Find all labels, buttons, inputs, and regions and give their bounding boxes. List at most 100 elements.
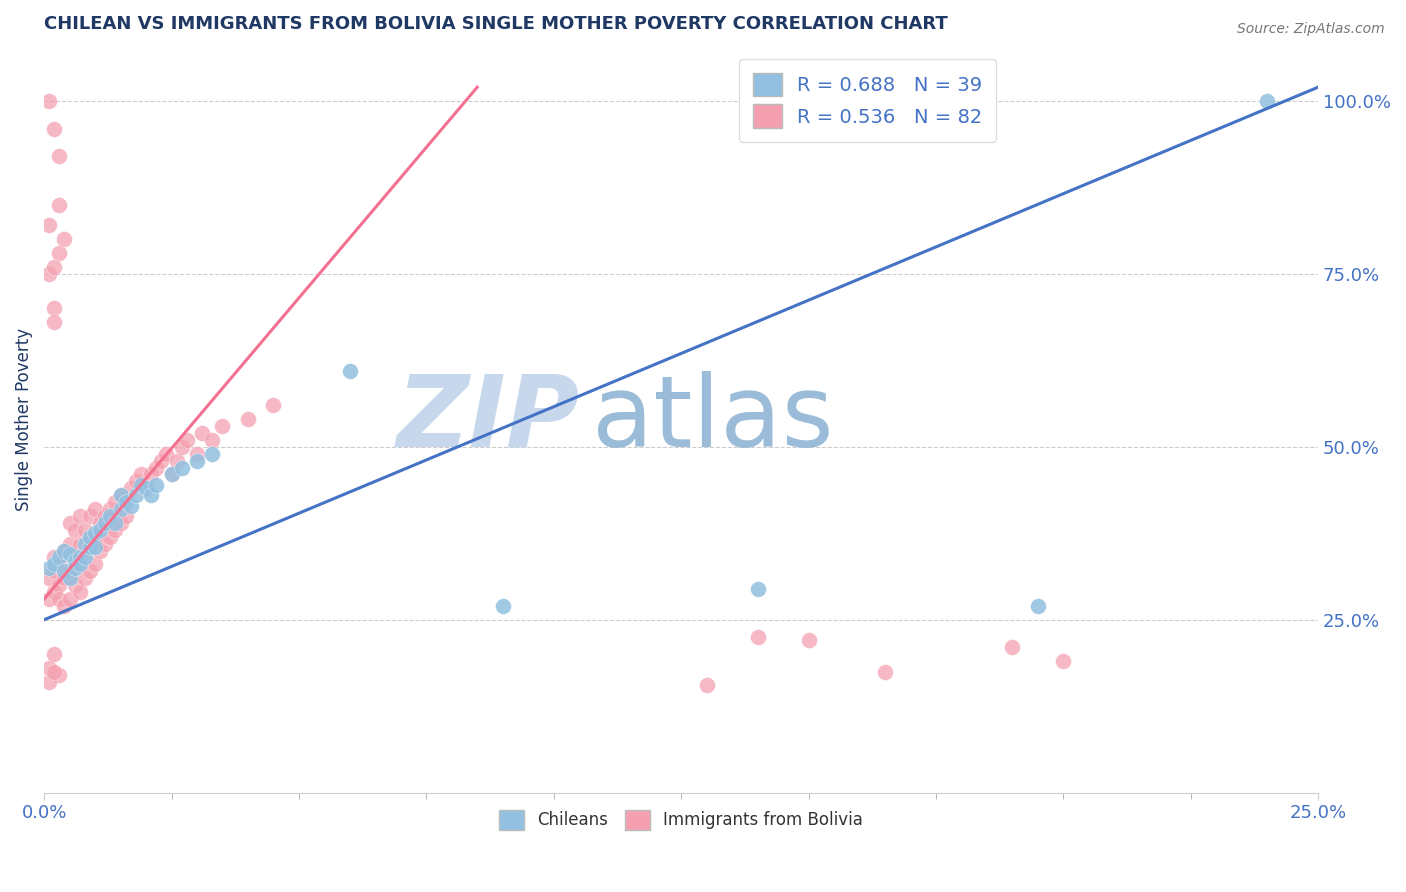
- Point: [79, 540, 101, 554]
- Point: [201, 447, 224, 461]
- Point: [155, 447, 177, 461]
- Point: [69, 558, 91, 572]
- Point: [38, 592, 60, 607]
- Point: [84, 558, 107, 572]
- Point: [53, 543, 76, 558]
- Point: [186, 453, 208, 467]
- Point: [84, 502, 107, 516]
- Point: [44, 558, 66, 572]
- Point: [98, 530, 121, 544]
- Point: [58, 547, 80, 561]
- Point: [63, 550, 86, 565]
- Point: [48, 246, 70, 260]
- Point: [170, 440, 193, 454]
- Point: [145, 478, 167, 492]
- Point: [139, 467, 162, 482]
- Point: [44, 665, 66, 679]
- Point: [160, 467, 183, 482]
- Point: [104, 495, 127, 509]
- Point: [44, 260, 66, 274]
- Point: [69, 536, 91, 550]
- Point: [747, 582, 769, 596]
- Point: [58, 571, 80, 585]
- Point: [48, 592, 70, 607]
- Point: [747, 630, 769, 644]
- Text: ZIP: ZIP: [396, 371, 579, 467]
- Point: [191, 425, 214, 440]
- Point: [94, 508, 117, 523]
- Point: [129, 467, 152, 482]
- Point: [63, 554, 86, 568]
- Point: [58, 516, 80, 530]
- Point: [73, 550, 96, 565]
- Point: [201, 433, 224, 447]
- Point: [73, 523, 96, 537]
- Point: [135, 481, 157, 495]
- Point: [150, 453, 173, 467]
- Point: [84, 530, 107, 544]
- Point: [125, 475, 148, 489]
- Point: [63, 561, 86, 575]
- Point: [73, 571, 96, 585]
- Point: [79, 508, 101, 523]
- Point: [1026, 599, 1049, 613]
- Point: [44, 585, 66, 599]
- Legend: Chileans, Immigrants from Bolivia: Chileans, Immigrants from Bolivia: [492, 803, 870, 837]
- Point: [48, 550, 70, 565]
- Point: [53, 232, 76, 246]
- Point: [44, 550, 66, 565]
- Point: [186, 447, 208, 461]
- Point: [125, 488, 148, 502]
- Point: [63, 523, 86, 537]
- Point: [211, 419, 233, 434]
- Point: [63, 578, 86, 592]
- Point: [48, 558, 70, 572]
- Point: [38, 219, 60, 233]
- Point: [94, 516, 117, 530]
- Point: [38, 571, 60, 585]
- Point: [69, 508, 91, 523]
- Point: [38, 94, 60, 108]
- Point: [160, 467, 183, 482]
- Point: [104, 516, 127, 530]
- Point: [44, 121, 66, 136]
- Point: [69, 558, 91, 572]
- Point: [139, 488, 162, 502]
- Point: [236, 412, 259, 426]
- Point: [48, 198, 70, 212]
- Text: Source: ZipAtlas.com: Source: ZipAtlas.com: [1237, 22, 1385, 37]
- Point: [53, 543, 76, 558]
- Point: [120, 499, 142, 513]
- Point: [1256, 94, 1278, 108]
- Point: [98, 502, 121, 516]
- Point: [79, 536, 101, 550]
- Point: [38, 561, 60, 575]
- Point: [84, 526, 107, 541]
- Text: CHILEAN VS IMMIGRANTS FROM BOLIVIA SINGLE MOTHER POVERTY CORRELATION CHART: CHILEAN VS IMMIGRANTS FROM BOLIVIA SINGL…: [44, 15, 948, 33]
- Point: [797, 633, 820, 648]
- Point: [44, 315, 66, 329]
- Point: [129, 478, 152, 492]
- Point: [120, 481, 142, 495]
- Point: [89, 516, 111, 530]
- Point: [98, 508, 121, 523]
- Point: [38, 267, 60, 281]
- Point: [69, 585, 91, 599]
- Point: [114, 508, 136, 523]
- Point: [48, 578, 70, 592]
- Point: [696, 678, 718, 692]
- Point: [53, 564, 76, 578]
- Point: [110, 488, 132, 502]
- Point: [58, 564, 80, 578]
- Point: [492, 599, 515, 613]
- Point: [48, 668, 70, 682]
- Point: [44, 648, 66, 662]
- Point: [58, 536, 80, 550]
- Point: [38, 675, 60, 690]
- Point: [44, 301, 66, 316]
- Point: [873, 665, 896, 679]
- Point: [135, 481, 157, 495]
- Point: [110, 516, 132, 530]
- Point: [104, 523, 127, 537]
- Point: [110, 502, 132, 516]
